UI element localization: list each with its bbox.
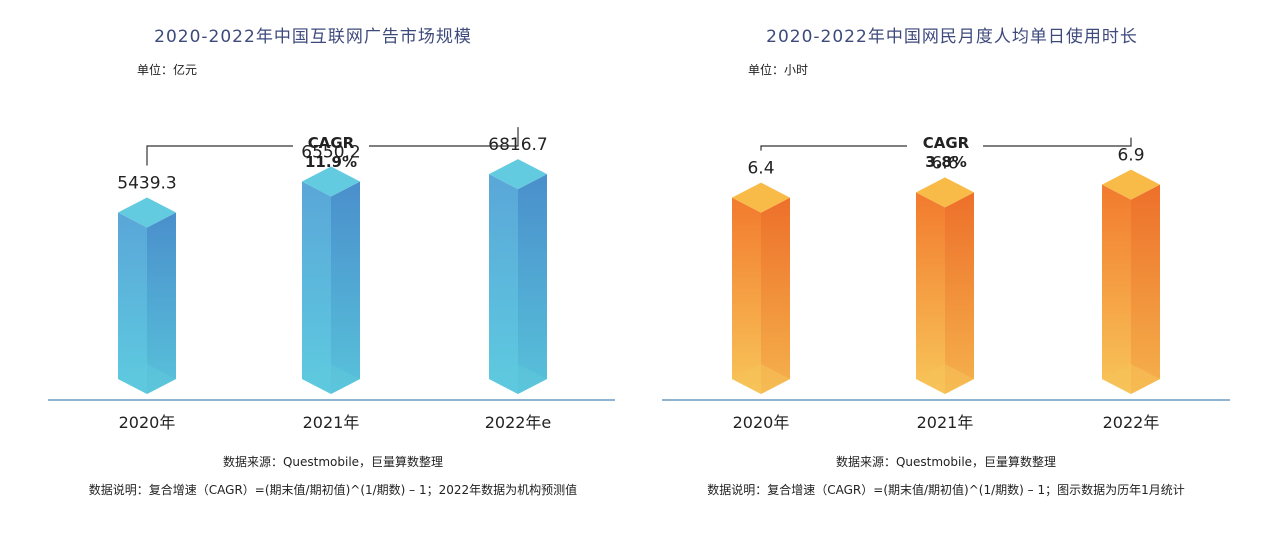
cagr-bracket-left [760, 145, 907, 151]
x-tick-label: 2020年 [119, 413, 176, 432]
bar-value-label: 6.9 [1117, 146, 1144, 166]
chart-2: 2020-2022年中国网民月度人均单日使用时长 单位：小时 CAGR 3.8%… [662, 26, 1230, 497]
bar-front-face [302, 181, 331, 394]
bar [489, 159, 547, 394]
bar [118, 197, 176, 394]
bar-side-face [518, 174, 547, 394]
bar-bottom-facet [1102, 364, 1160, 394]
chart-2-cagr-value: 3.8% [925, 153, 967, 171]
chart-2-bars: 6.4 2020年 6.6 2021年 6.9 2022年 [662, 137, 1230, 432]
bar-front-face [489, 174, 518, 394]
chart-2-cagr-label: CAGR [923, 134, 970, 152]
chart-1-source: 数据来源：Questmobile，巨量算数整理 [223, 454, 443, 469]
bar [732, 182, 790, 394]
bar-bottom-facet [302, 364, 360, 394]
x-tick-label: 2021年 [303, 413, 360, 432]
bar-bottom-facet [916, 364, 974, 394]
bar-bottom-facet [732, 364, 790, 394]
bar-side-face [331, 181, 360, 394]
chart-1-cagr-value: 11.9% [305, 153, 357, 171]
cagr-bracket-right [369, 127, 519, 147]
bar-front-face [1102, 184, 1131, 394]
x-tick-label: 2022年e [485, 413, 552, 432]
chart-1-note: 数据说明：复合增速（CAGR）=(期末值/期初值)^(1/期数) – 1；202… [89, 482, 577, 497]
bar-bottom-facet [489, 364, 547, 394]
bar-value-label: 5439.3 [117, 173, 176, 193]
bar-value-label: 6.6 [931, 153, 958, 173]
bar-top-face [489, 159, 547, 190]
bar-bottom-facet [118, 364, 176, 394]
chart-2-note: 数据说明：复合增速（CAGR）=(期末值/期初值)^(1/期数) – 1；图示数… [707, 482, 1184, 497]
x-tick-label: 2021年 [917, 413, 974, 432]
bar-front-face [916, 192, 945, 394]
bar-top-face [1102, 169, 1160, 200]
bar-value-label: 6.4 [747, 159, 774, 179]
bar-value-label: 6550.2 [301, 143, 360, 163]
bar-top-face [302, 166, 360, 197]
chart-1-cagr-label: CAGR [308, 134, 355, 152]
bar-side-face [1131, 184, 1160, 394]
bar [302, 166, 360, 394]
chart-1-unit: 单位：亿元 [137, 62, 197, 77]
bar-side-face [945, 192, 974, 394]
chart-2-title: 2020-2022年中国网民月度人均单日使用时长 [766, 26, 1138, 47]
x-tick-label: 2022年 [1103, 413, 1160, 432]
bar-side-face [761, 197, 790, 394]
bar-top-face [732, 182, 790, 213]
chart-1: 2020-2022年中国互联网广告市场规模 单位：亿元 CAGR 11.9% 数… [48, 27, 615, 497]
chart-2-unit: 单位：小时 [748, 62, 808, 77]
bar-front-face [732, 197, 761, 394]
chart-1-title: 2020-2022年中国互联网广告市场规模 [154, 27, 472, 47]
bar [1102, 169, 1160, 394]
x-tick-label: 2020年 [733, 413, 790, 432]
bar [916, 177, 974, 394]
chart-2-source: 数据来源：Questmobile，巨量算数整理 [836, 454, 1056, 469]
bar-side-face [147, 212, 176, 394]
bar-front-face [118, 212, 147, 394]
bar-top-face [916, 177, 974, 208]
cagr-bracket-right [983, 137, 1132, 147]
cagr-bracket-left [146, 145, 293, 166]
bar-top-face [118, 197, 176, 228]
